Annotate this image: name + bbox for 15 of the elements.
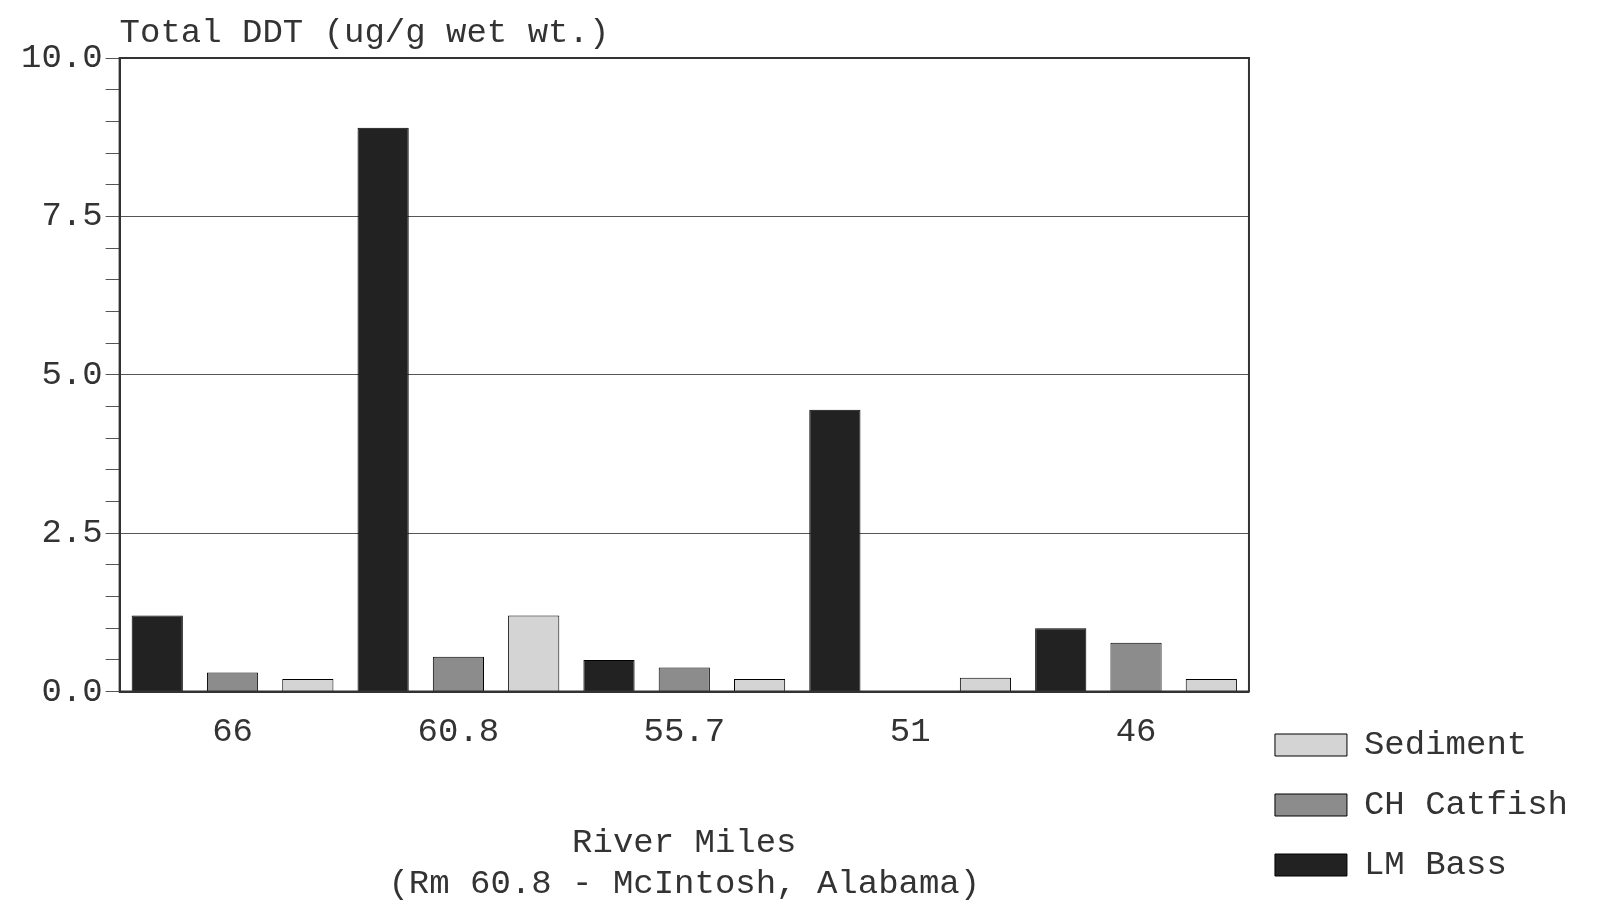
legend-label: LM Bass (1363, 846, 1507, 884)
y-tick-label: 10.0 (20, 39, 103, 77)
x-tick-label: 51 (889, 713, 931, 751)
x-axis-title: River Miles (Rm 60.8 - McIntosh, Alabama) (388, 823, 981, 903)
y-tick-label: 7.5 (41, 197, 103, 236)
y-axis-title: Total DDT (ug/g wet wt.) (119, 14, 610, 52)
legend-label: Sediment (1363, 726, 1528, 764)
x-tick-label: 46 (1115, 713, 1157, 751)
y-tick-label: 2.5 (41, 514, 103, 553)
y-tick-label: 0.0 (41, 672, 103, 711)
x-tick-label: 60.8 (417, 713, 500, 751)
legend-label: CH Catfish (1363, 786, 1569, 824)
y-tick-label: 5.0 (41, 355, 103, 394)
x-tick-label: 55.7 (643, 713, 726, 751)
x-tick-label: 66 (212, 713, 253, 751)
